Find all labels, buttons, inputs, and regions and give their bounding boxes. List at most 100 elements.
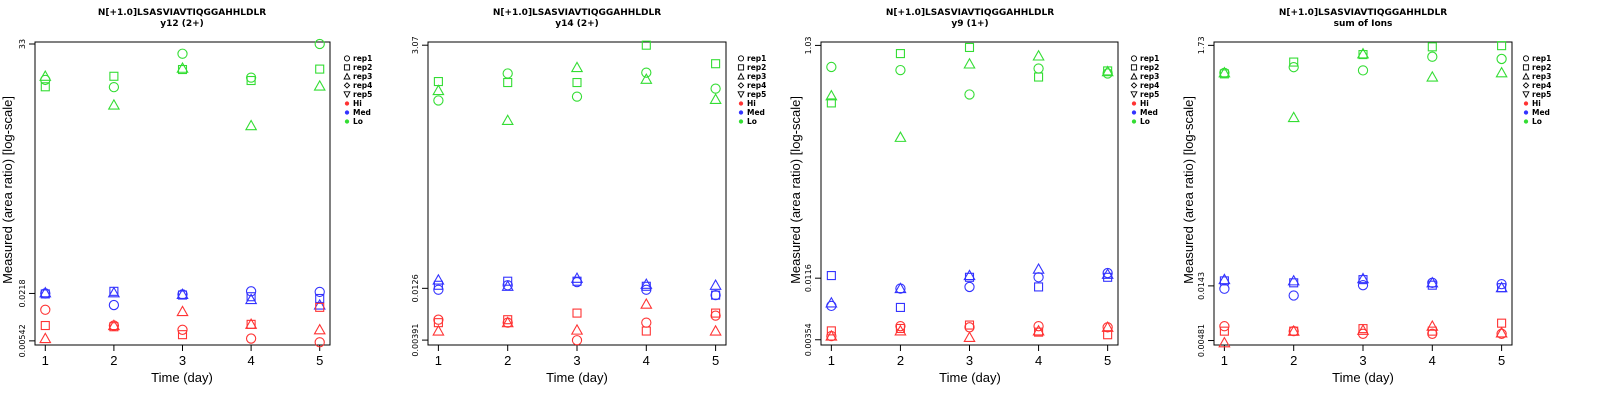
x-tick-label: 5 [1498,353,1505,368]
legend-entry-label: Lo [353,117,363,126]
data-point-hi-rep2 [1219,326,1229,336]
legend-entry-label: Hi [1140,99,1149,108]
data-point-med-rep2 [177,290,188,300]
data-point-hi-rep2 [1427,326,1437,336]
y-axis-label: Measured (area ratio) [log-scale] [788,96,803,284]
data-point-med-rep3 [39,286,52,298]
data-point-lo-rep1 [1357,65,1369,76]
data-point-lo-rep3 [432,84,445,96]
data-point-hi-rep2 [964,320,975,330]
data-point-lo-rep1 [571,91,583,102]
data-point-med-rep1 [433,284,444,295]
chart-subtitle: y14 (2+) [555,19,599,29]
data-point-med-rep3 [640,277,653,289]
data-point-lo-rep2 [109,71,119,81]
data-point-hi-rep3 [709,324,722,336]
legend-entry-label: rep4 [747,81,766,90]
legend-symbol [737,91,745,99]
legend-symbol [1522,91,1530,99]
legend-entry-label: rep5 [353,90,372,99]
y-axis-label: Measured (area ratio) [log-scale] [1181,96,1196,284]
legend-entry-label: Hi [353,99,362,108]
data-point-hi-rep1 [433,314,444,325]
chart-subtitle: y12 (2+) [160,19,204,29]
legend-symbol [1522,64,1530,71]
data-point-med-rep1 [1033,272,1044,283]
x-tick-label: 1 [42,353,49,368]
data-point-hi-rep2 [1103,330,1113,340]
data-point-lo-rep3 [1426,70,1439,82]
y-tick-label: 3.07 [411,36,420,54]
data-point-hi-rep3 [570,323,584,335]
data-point-med-rep3 [1101,267,1114,279]
chart-title: N[+1.0]LSASVIAVTIQGGAHHLDLR [98,8,266,18]
x-axis-label: Time (day) [546,370,608,385]
data-point-lo-rep3 [825,89,838,101]
data-point-med-rep3 [432,273,445,285]
data-point-med-rep1 [108,299,120,311]
data-point-lo-rep3 [963,57,976,69]
data-point-lo-rep1 [177,48,188,59]
legend-entry-label: rep3 [747,72,766,81]
data-point-lo-rep1 [1033,63,1044,74]
data-point-med-rep3 [244,293,258,305]
data-point-lo-rep1 [502,68,513,79]
data-point-med-rep3 [963,269,976,281]
data-point-med-rep3 [313,298,326,310]
x-tick-label: 4 [1035,353,1042,368]
data-point-hi-rep3 [825,329,838,341]
data-point-lo-rep1 [641,67,652,78]
legend-entry-label: Med [1140,108,1158,117]
plot-frame [427,41,727,346]
legend-symbol [344,110,350,115]
data-point-med-rep3 [1495,281,1508,293]
legend-symbol [343,91,351,99]
data-point-hi-rep2 [315,302,325,312]
data-point-lo-rep1 [1102,68,1113,79]
legend-entry-label: Med [1532,108,1550,117]
legend-entry-label: rep1 [1140,54,1159,63]
legend-entry-label: Lo [1140,117,1150,126]
chart-title: N[+1.0]LSASVIAVTIQGGAHHLDLR [1279,8,1447,18]
legend-symbol [738,110,744,115]
data-point-hi-rep2 [1497,318,1507,328]
legend-symbol [1522,55,1530,62]
data-point-med-rep1 [964,281,975,293]
data-point-lo-rep3 [1356,47,1370,59]
legend-symbol [343,64,351,71]
legend-entry-label: rep1 [747,54,766,63]
data-point-hi-rep3 [39,332,52,344]
legend-symbol [1522,72,1530,80]
legend-symbol [1523,119,1529,124]
data-point-hi-rep3 [244,318,258,329]
x-tick-label: 3 [966,353,973,368]
data-point-hi-rep3 [640,297,653,309]
x-axis-label: Time (day) [1332,370,1394,385]
legend-symbol [1522,82,1530,89]
chart-title: N[+1.0]LSASVIAVTIQGGAHHLDLR [886,8,1054,18]
data-point-lo-rep3 [640,72,653,84]
data-point-hi-rep2 [572,308,582,318]
data-point-hi-rep1 [1033,321,1044,332]
legend-entry-label: rep2 [1532,63,1551,72]
data-point-hi-rep1 [40,304,51,315]
data-point-lo-rep3 [244,119,258,131]
chart-subtitle: sum of Ions [1334,19,1393,29]
data-point-lo-rep1 [314,38,325,50]
data-point-med-rep1 [314,286,325,298]
x-tick-label: 5 [1104,353,1111,368]
data-point-hi-rep3 [1495,326,1508,338]
data-point-lo-rep2 [964,42,975,53]
legend-symbol [737,82,745,89]
data-point-hi-rep1 [710,310,721,321]
x-tick-label: 2 [110,353,117,368]
data-point-med-rep2 [826,271,836,281]
data-point-med-rep1 [1357,280,1369,291]
legend-entry-label: Lo [747,117,757,126]
data-point-lo-rep2 [1427,42,1437,52]
legend-symbol [344,119,350,124]
data-point-hi-rep3 [313,323,326,335]
data-point-med-rep3 [501,279,514,291]
legend-symbol [738,101,744,106]
